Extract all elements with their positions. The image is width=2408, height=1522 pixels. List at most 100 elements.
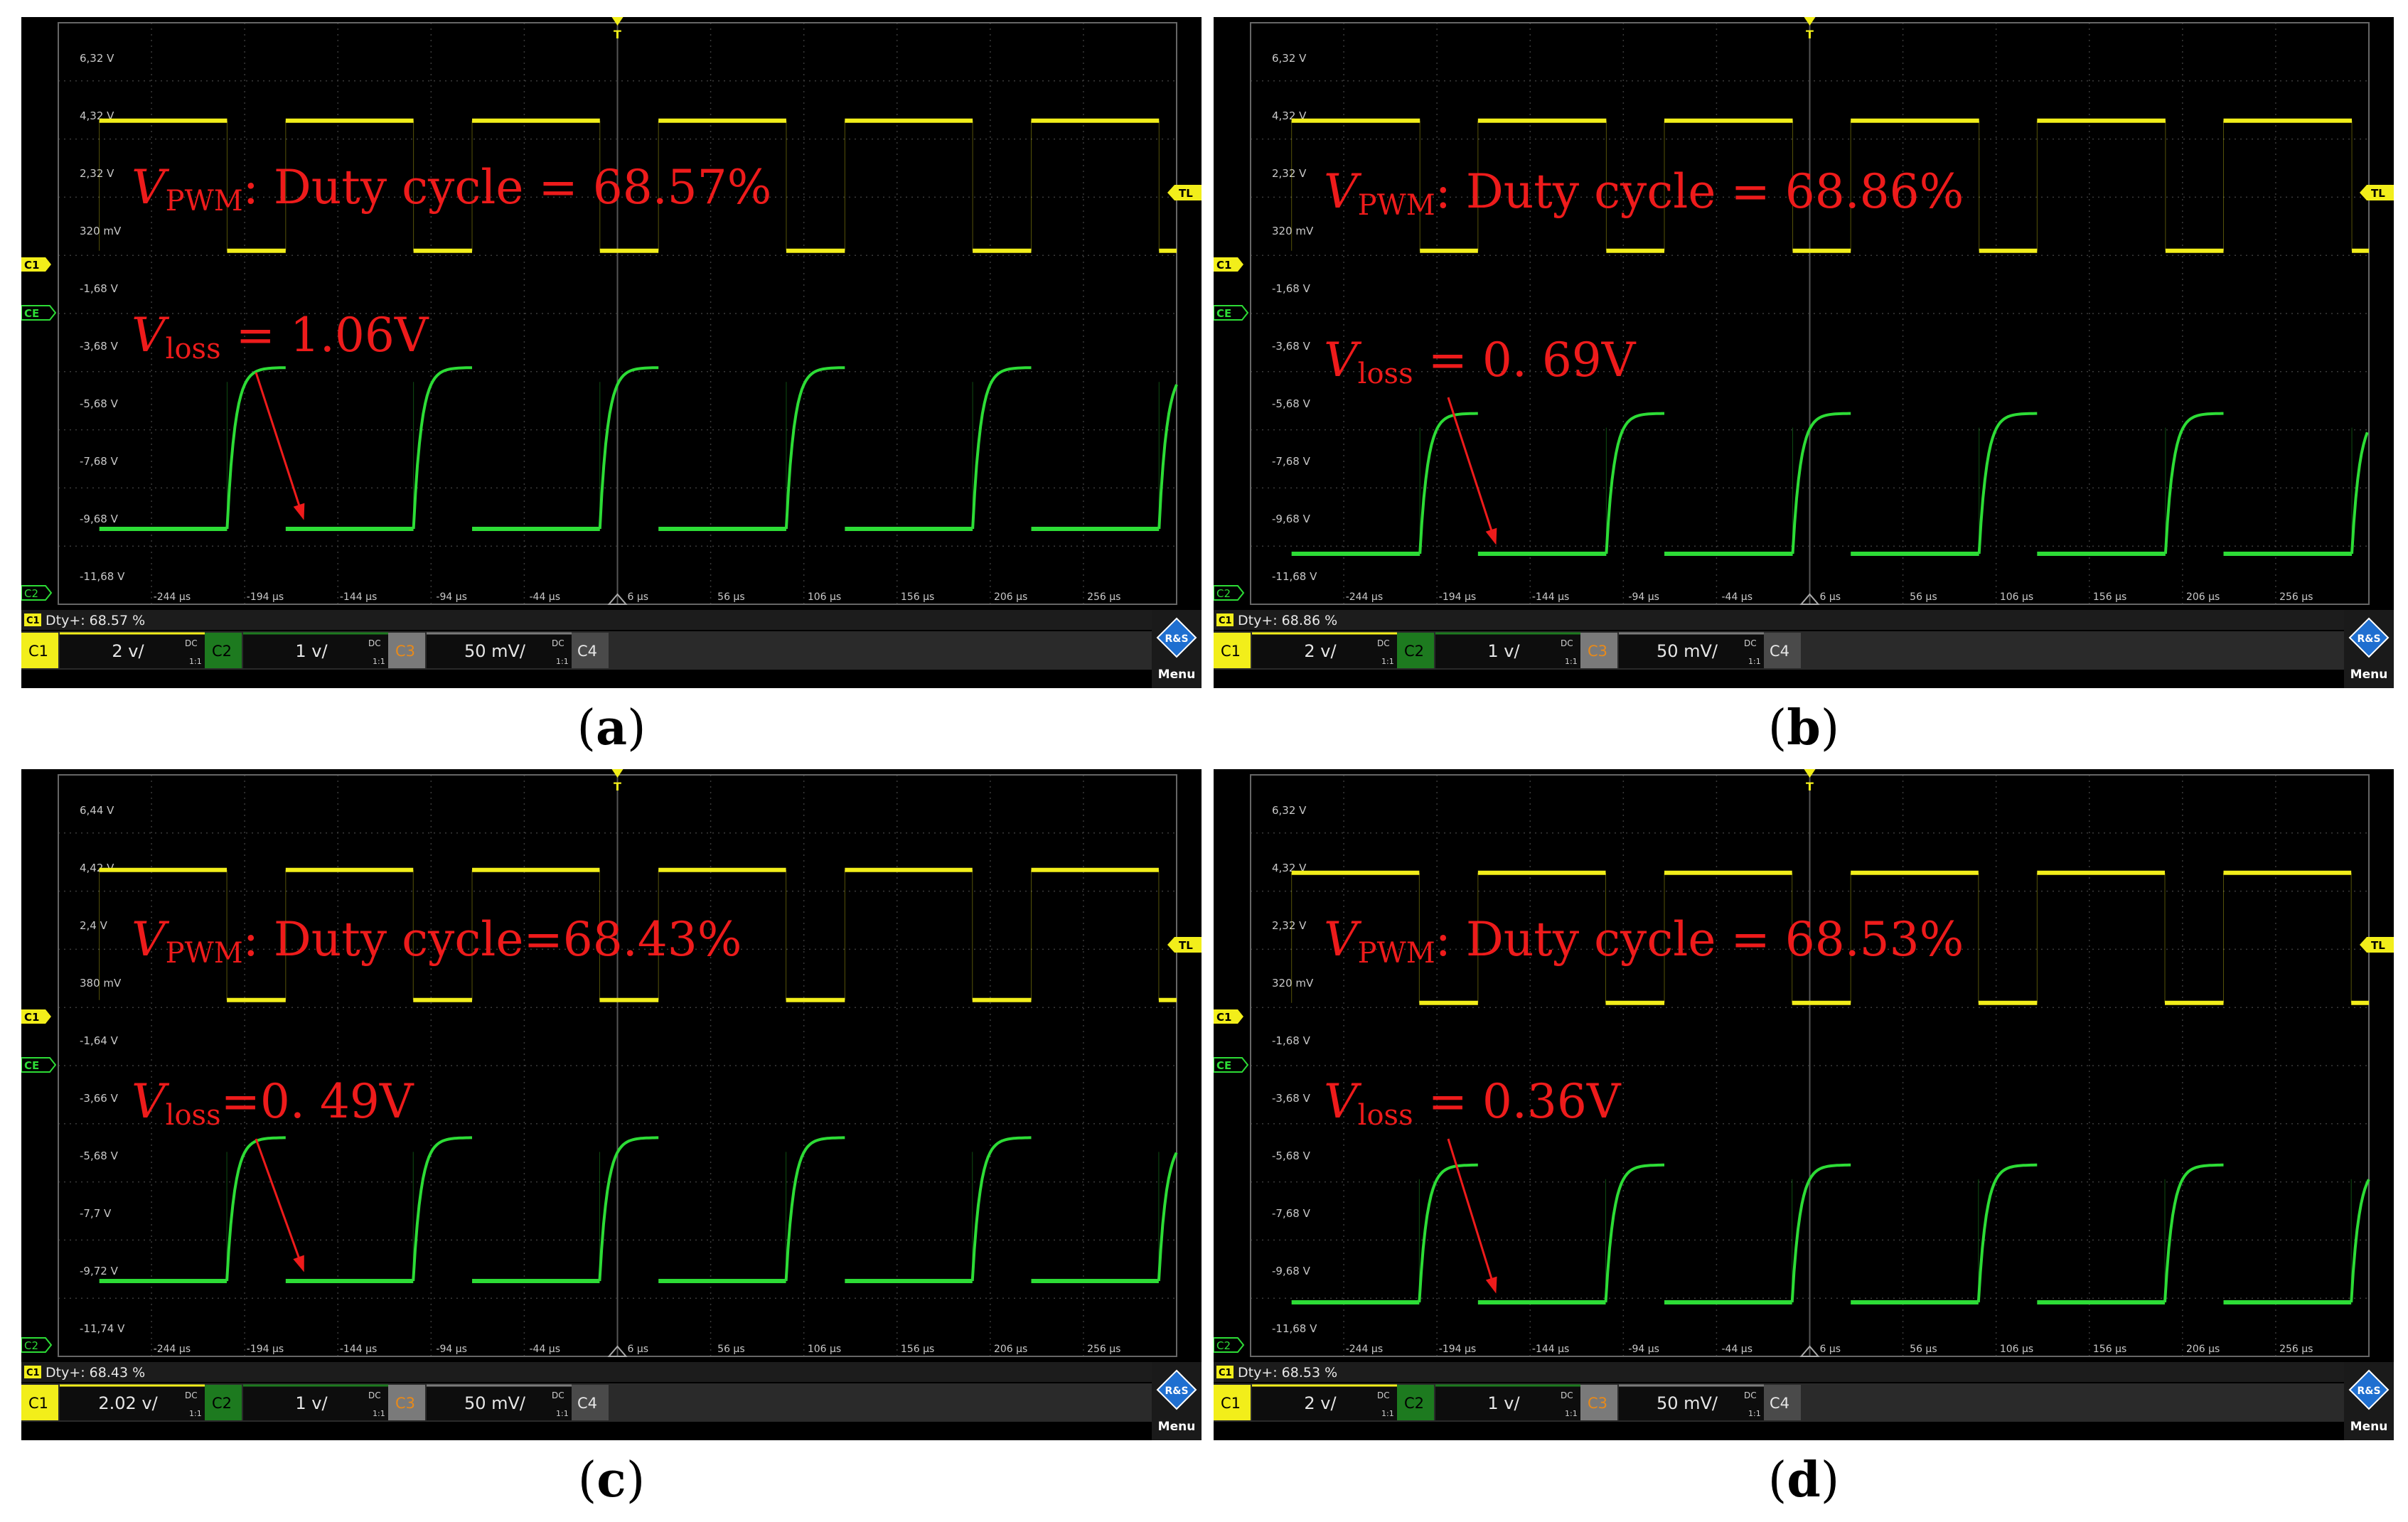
vloss-arrow-head <box>1485 1276 1497 1294</box>
y-tick-label: 2,32 V <box>1272 167 1307 180</box>
measurement-bar <box>21 1362 1152 1382</box>
y-tick-label: 6,32 V <box>80 52 114 65</box>
x-tick-label: -94 µs <box>436 1344 467 1355</box>
x-tick-label: 6 µs <box>1820 1344 1841 1355</box>
coupling-dc: DC <box>552 638 564 648</box>
trigger-marker <box>1804 769 1816 778</box>
channel-scale-box <box>427 1385 572 1420</box>
pwm-subscript: PWM <box>166 185 243 218</box>
x-tick-label: 106 µs <box>2000 1344 2033 1355</box>
channel-scale-ch1: 2 v/ <box>1304 641 1337 661</box>
x-tick-label: -144 µs <box>1532 1344 1569 1355</box>
channel-badge-ch4 <box>572 1385 609 1420</box>
ch2-vloss-pulse <box>1418 412 1478 554</box>
rohde-schwarz-logo-icon <box>2348 617 2390 658</box>
y-tick-label: -1,64 V <box>80 1034 119 1047</box>
channel-label-ch2: C2 <box>212 1395 232 1412</box>
channel-label-ch1: C1 <box>28 1395 48 1412</box>
duty-cycle-annotation: VPWM: Duty cycle = 68.86% <box>1324 164 1964 222</box>
panel-caption: (b) <box>1767 700 1840 756</box>
loss-subscript: loss <box>1358 358 1413 390</box>
panel-caption: (c) <box>577 1452 646 1508</box>
ch1-marker-label: C1 <box>1216 1011 1231 1024</box>
rohde-schwarz-logo-icon <box>2348 1369 2390 1410</box>
channel-scale-ch3: 50 mV/ <box>464 641 526 661</box>
y-tick-label: 2,32 V <box>1272 919 1307 932</box>
ch2-marker <box>21 585 53 601</box>
v-symbol: V <box>132 308 170 363</box>
channel-scale-box <box>243 1385 388 1420</box>
y-tick-label: 320 mV <box>1272 977 1314 990</box>
y-tick-label: -5,68 V <box>1272 397 1311 410</box>
x-tick-label: -244 µs <box>1346 591 1383 603</box>
coupling-dc: DC <box>552 1390 564 1400</box>
logo-text: R&S <box>2357 633 2380 645</box>
channel-label-ch4: C4 <box>1770 1395 1789 1412</box>
oscilloscope-screen: 6,44 V 4,42 V 2,4 V 380 mV -1,64 V -3,66 V -5,… <box>21 769 1202 1440</box>
coupling-dc: DC <box>368 1390 381 1400</box>
x-tick-label: 256 µs <box>1087 591 1120 603</box>
pwm-subscript: PWM <box>166 937 243 970</box>
y-tick-label: -5,68 V <box>1272 1149 1311 1162</box>
v-symbol: V <box>132 1074 170 1129</box>
x-tick-label: 106 µs <box>2000 591 2033 603</box>
y-tick-label: -5,68 V <box>80 1149 119 1162</box>
x-tick-label: 56 µs <box>1910 591 1937 603</box>
pwm-subscript: PWM <box>1358 189 1435 222</box>
coupling-ratio: 1:1 <box>1381 1409 1394 1418</box>
ch2-vloss-pulse <box>2350 432 2369 554</box>
channel-badge-ch2 <box>1397 1385 1434 1420</box>
y-tick-label: 380 mV <box>80 977 122 990</box>
ch2-marker-label: C2 <box>1216 587 1231 600</box>
v-symbol: V <box>1324 164 1362 219</box>
coupling-ratio: 1:1 <box>1748 657 1761 666</box>
channel-label-ch1: C1 <box>1221 1395 1241 1412</box>
duty-cycle-text: : Duty cycle = 68.53% <box>1435 912 1964 967</box>
vloss-text: = 0.36V <box>1413 1074 1622 1129</box>
trigger-level-marker <box>1167 185 1202 200</box>
v-symbol: V <box>132 160 170 215</box>
trigger-marker <box>1804 17 1816 26</box>
duty-cycle-text: : Duty cycle = 68.86% <box>1435 164 1964 219</box>
y-tick-label: -11,68 V <box>1272 1322 1317 1335</box>
ch1-marker-label: C1 <box>24 1011 39 1024</box>
x-tick-label: -44 µs <box>1721 1344 1753 1355</box>
coupling-ratio: 1:1 <box>189 1409 202 1418</box>
vloss-annotation: Vloss = 1.06V <box>132 308 429 365</box>
v-symbol: V <box>1324 333 1362 387</box>
menu-label: Menu <box>1158 668 1196 682</box>
menu-label: Menu <box>1158 1420 1196 1434</box>
rohde-schwarz-logo-icon <box>1156 1369 1197 1410</box>
channel-badge-ch2 <box>205 1385 242 1420</box>
vloss-arrow-shaft <box>1447 397 1496 540</box>
channel-scale-box <box>60 1385 205 1420</box>
coupling-ratio: 1:1 <box>556 1409 569 1418</box>
trigger-position-marker <box>607 1345 628 1357</box>
y-tick-label: 320 mV <box>1272 225 1314 237</box>
ch2-offset-marker <box>1214 1057 1249 1073</box>
channel-scale-box <box>60 633 205 668</box>
duty-cycle-text: : Duty cycle = 68.57% <box>243 160 772 215</box>
duty-measurement: Dty+: 68.43 % <box>46 1365 145 1381</box>
coupling-ratio: 1:1 <box>373 1409 385 1418</box>
x-tick-label: 156 µs <box>901 1344 934 1355</box>
coupling-dc: DC <box>185 638 198 648</box>
x-tick-label: -244 µs <box>1346 1344 1383 1355</box>
channel-badge-ch1 <box>1214 1385 1251 1420</box>
channel-scale-box <box>243 633 388 668</box>
y-tick-label: -1,68 V <box>1272 282 1311 295</box>
trigger-position-marker <box>1799 593 1820 605</box>
y-tick-label: -5,68 V <box>80 397 119 410</box>
y-tick-label: -3,68 V <box>80 340 119 353</box>
x-tick-label: 256 µs <box>2279 1344 2313 1355</box>
x-tick-label: -244 µs <box>154 1344 191 1355</box>
trigger-position-marker <box>1799 1345 1820 1357</box>
vloss-arrow-head <box>293 1255 304 1272</box>
channel-label-ch4: C4 <box>1770 643 1789 660</box>
x-tick-label: 6 µs <box>628 1344 649 1355</box>
channel-scale-ch2: 1 v/ <box>1487 641 1520 661</box>
coupling-dc: DC <box>1377 638 1390 648</box>
vloss-annotation: Vloss = 0.36V <box>1324 1074 1622 1132</box>
channel-badge-ch4 <box>572 633 609 668</box>
